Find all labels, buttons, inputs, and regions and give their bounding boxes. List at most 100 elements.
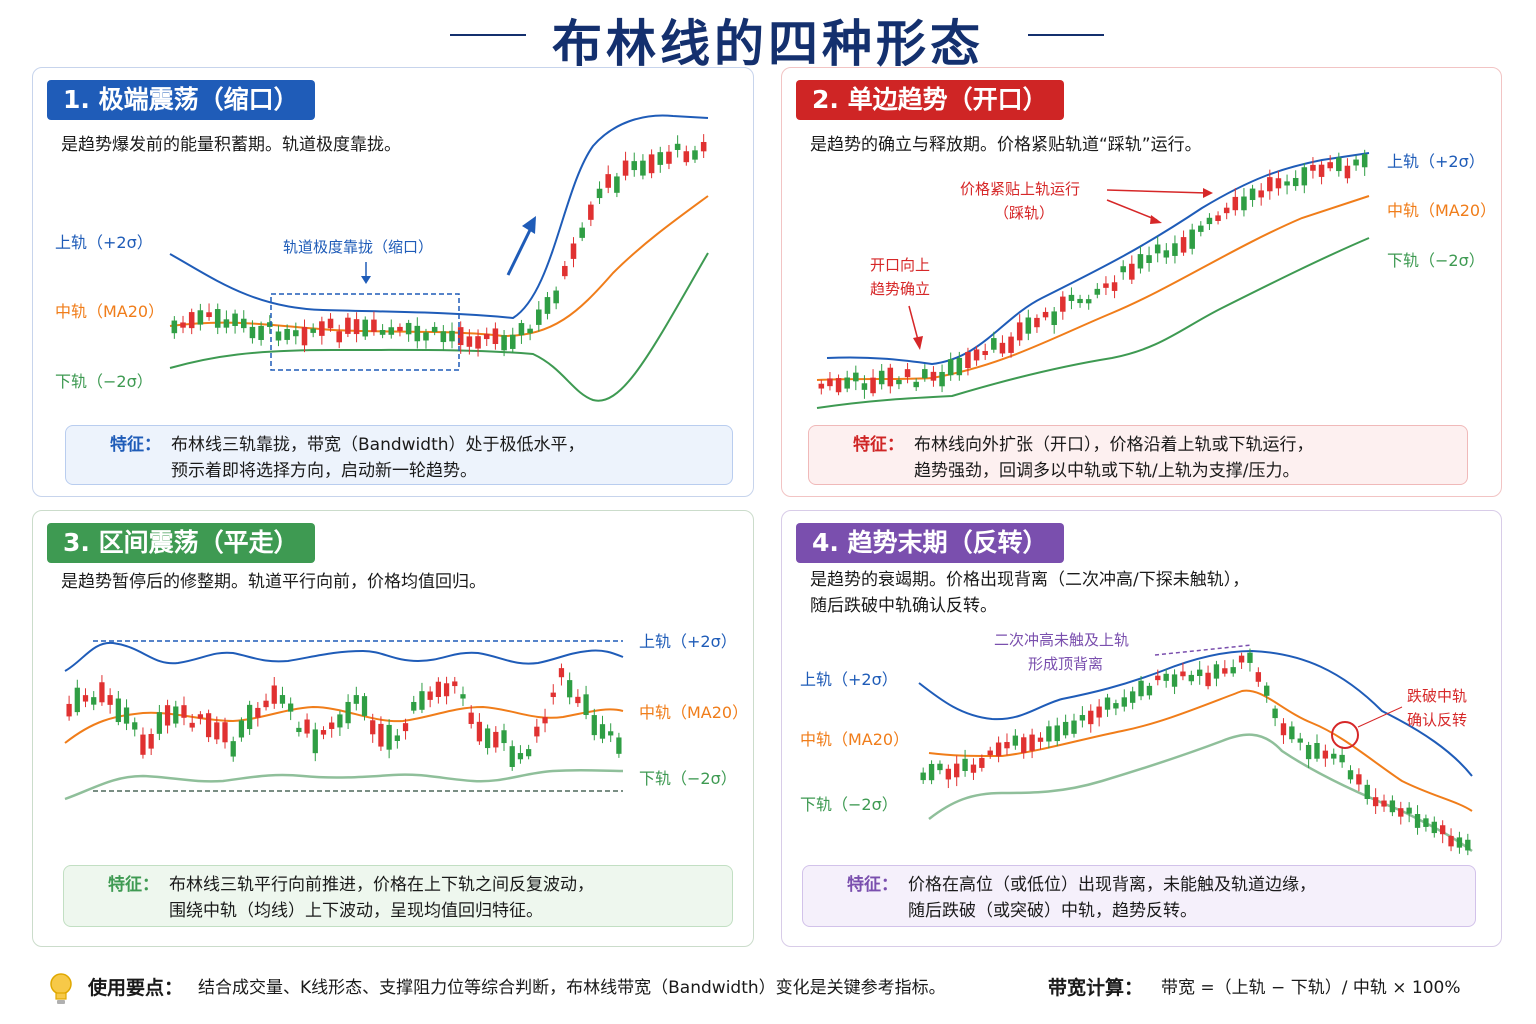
calc-text: 带宽 =（上轨 − 下轨）/ 中轨 × 100% (1161, 978, 1461, 998)
middle-band-line (816, 195, 1370, 381)
candle-body (1094, 288, 1101, 295)
panel-reversal: 4. 趋势末期（反转） 是趋势的衰竭期。价格出现背离（二次冲高/下探未触轨）， … (781, 510, 1502, 947)
candle-body (878, 370, 885, 385)
candle-body (301, 327, 308, 346)
candle-body (140, 734, 146, 755)
candle-body (518, 323, 525, 336)
candle-body (205, 713, 212, 738)
candle-body (304, 719, 310, 734)
candle-body (1129, 263, 1135, 280)
candle-body (1180, 237, 1187, 253)
candle-body (599, 724, 606, 739)
candle-body (1414, 814, 1421, 828)
candle-body (1037, 737, 1044, 742)
candle-body (1448, 835, 1454, 847)
candle-body (1138, 680, 1144, 697)
candle-body (596, 188, 603, 199)
candle-body (1289, 726, 1295, 740)
footer: 使用要点： 结合成交量、K线形态、支撑阻力位等综合判断，布林线带宽（Bandwi… (48, 968, 1498, 1008)
candle-body (575, 696, 581, 704)
candle-body (1381, 800, 1387, 807)
candle-body (648, 154, 655, 174)
feature-text: 布林线三轨平行向前推进，价格在上下轨之间反复波动， 围绕中轨（均线）上下波动，呈… (169, 875, 594, 921)
candle-body (1172, 243, 1178, 256)
candle-body (567, 680, 573, 698)
candle-body (640, 160, 646, 176)
candle-body (835, 378, 842, 393)
candle-body (1247, 652, 1253, 663)
candle-body (666, 151, 672, 164)
candle-body (1146, 255, 1152, 263)
candle-body (402, 723, 409, 732)
candle-body (249, 326, 256, 339)
candle-body (1180, 671, 1186, 677)
candle-body (692, 150, 698, 160)
feature-label: 特征： (110, 435, 161, 455)
candle-body (550, 692, 556, 698)
candle-body (982, 351, 988, 356)
middle-band-label: 中轨（MA20） (639, 703, 748, 722)
candle-body (419, 691, 425, 710)
candle-body (164, 705, 171, 726)
candle-body (501, 335, 507, 351)
candle-body (1456, 837, 1463, 848)
candle-body (1197, 669, 1203, 677)
candle-body (1431, 821, 1437, 834)
candle-body (411, 701, 417, 711)
upper-band-line (64, 641, 624, 672)
candle-body (1275, 178, 1282, 189)
lower-band-label: 下轨（−2σ） (55, 372, 153, 391)
middle-band-label: 中轨（MA20） (800, 730, 909, 749)
candle-body (1146, 685, 1153, 696)
candle-body (173, 706, 179, 724)
candle-body (1104, 697, 1111, 710)
candle-body (1085, 299, 1092, 304)
candle-body (827, 378, 833, 387)
candle-body (928, 763, 935, 781)
candle-body (896, 379, 902, 385)
candle-body (475, 336, 481, 349)
feature-text: 布林线三轨靠拢，带宽（Bandwidth）处于极低水平， 预示着即将选择方向，启… (171, 435, 585, 481)
candle-body (443, 683, 450, 697)
candle-body (1088, 710, 1094, 725)
candle-body (1305, 744, 1312, 760)
candle-body (452, 681, 458, 687)
candle-body (189, 722, 195, 728)
candle-body (271, 685, 277, 704)
candlestick-series (920, 648, 1471, 856)
candle-body (1012, 735, 1019, 746)
candle-body (939, 371, 945, 387)
divergence-annotation: 形成顶背离 (1028, 655, 1103, 673)
candle-body (1314, 743, 1320, 759)
candle-body (622, 160, 629, 176)
candle-body (1111, 282, 1118, 291)
candle-body (683, 151, 690, 163)
candle-body (945, 768, 952, 780)
candle-body (536, 309, 542, 325)
trend-annotation: 价格紧贴上轨运行 (960, 180, 1080, 198)
candle-body (614, 176, 620, 193)
candle-body (1280, 723, 1287, 736)
candle-body (255, 707, 261, 718)
candle-body (397, 326, 403, 331)
candle-body (82, 695, 89, 702)
candle-body (979, 757, 985, 768)
candle-body (616, 737, 622, 754)
candle-body (1171, 674, 1178, 687)
candle-body (1389, 800, 1396, 813)
candle-body (1241, 196, 1247, 211)
candle-body (853, 372, 859, 382)
candle-body (353, 695, 359, 704)
candle-body (132, 722, 138, 730)
candle-body (1062, 721, 1069, 736)
panel-description: 是趋势的确立与释放期。价格紧贴轨道“踩轨”运行。 (810, 135, 1202, 155)
candle-body (1398, 808, 1404, 817)
candle-body (99, 682, 105, 703)
candle-body (1154, 244, 1161, 254)
candle-body (1232, 196, 1239, 211)
candle-body (1060, 296, 1066, 312)
panel-title: 1. 极端震荡（缩口） (47, 80, 315, 120)
candle-body (1008, 336, 1014, 353)
candle-body (1113, 703, 1119, 709)
feature-box: 特征： 价格在高位（或低位）出现背离，未能触及轨道边缘， 随后跌破（或突破）中轨… (802, 865, 1476, 927)
